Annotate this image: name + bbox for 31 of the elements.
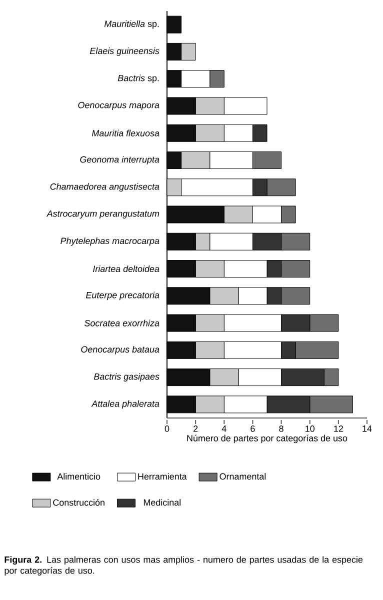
x-tick-label: 10 [306,426,314,432]
x-tick-label: 12 [334,426,343,432]
x-tick-label: 4 [222,426,226,432]
x-tick-label: 8 [279,426,284,432]
x-axis-title: Número de partes por categorías de uso [187,434,348,444]
y-tick-label: Phytelephas macrocarpa [60,237,160,246]
y-tick-label: Attalea phalerata [91,400,160,409]
x-tick-label: 6 [250,426,255,432]
legend-label: Medicinal [144,499,180,506]
y-tick-label: Iriartea deltoidea [93,265,160,272]
y-tick-label: Mauritiella sp. [104,20,159,29]
y-tick-label: Bactris gasipaes [94,373,160,382]
y-tick-label: Astrocaryum perangustatum [46,210,160,219]
x-tick-label: 14 [362,426,372,432]
y-tick-label: Mauritia flexuosa [92,130,160,136]
y-tick-label: Chamaedorea angustisecta [50,183,160,192]
y-tick-label: Geonoma interrupta [80,156,160,164]
y-tick-label: Oenocarpus mapora [78,102,160,110]
x-tick-label: 2 [194,426,198,432]
y-tick-label: Bactris sp. [118,74,159,84]
legend-label: Herramienta [138,473,187,480]
legend-label: Alimenticio [57,473,100,480]
bar [166,16,182,34]
y-tick-label: Elaeis guineensis [90,48,160,56]
y-tick-label: Socratea exorrhiza [84,320,160,326]
legend-label: Construcción [53,499,104,506]
legend-label: Ornamental [220,473,266,480]
y-tick-label: Euterpe precatoria [86,292,160,300]
y-tick-label: Oenocarpus bataua [81,346,160,354]
text: Figura 2. Las palmeras con usos mas amplios - numero de partes usadas de la especie por categorías de uso. [4,556,363,576]
x-tick-label: 0 [164,426,170,432]
